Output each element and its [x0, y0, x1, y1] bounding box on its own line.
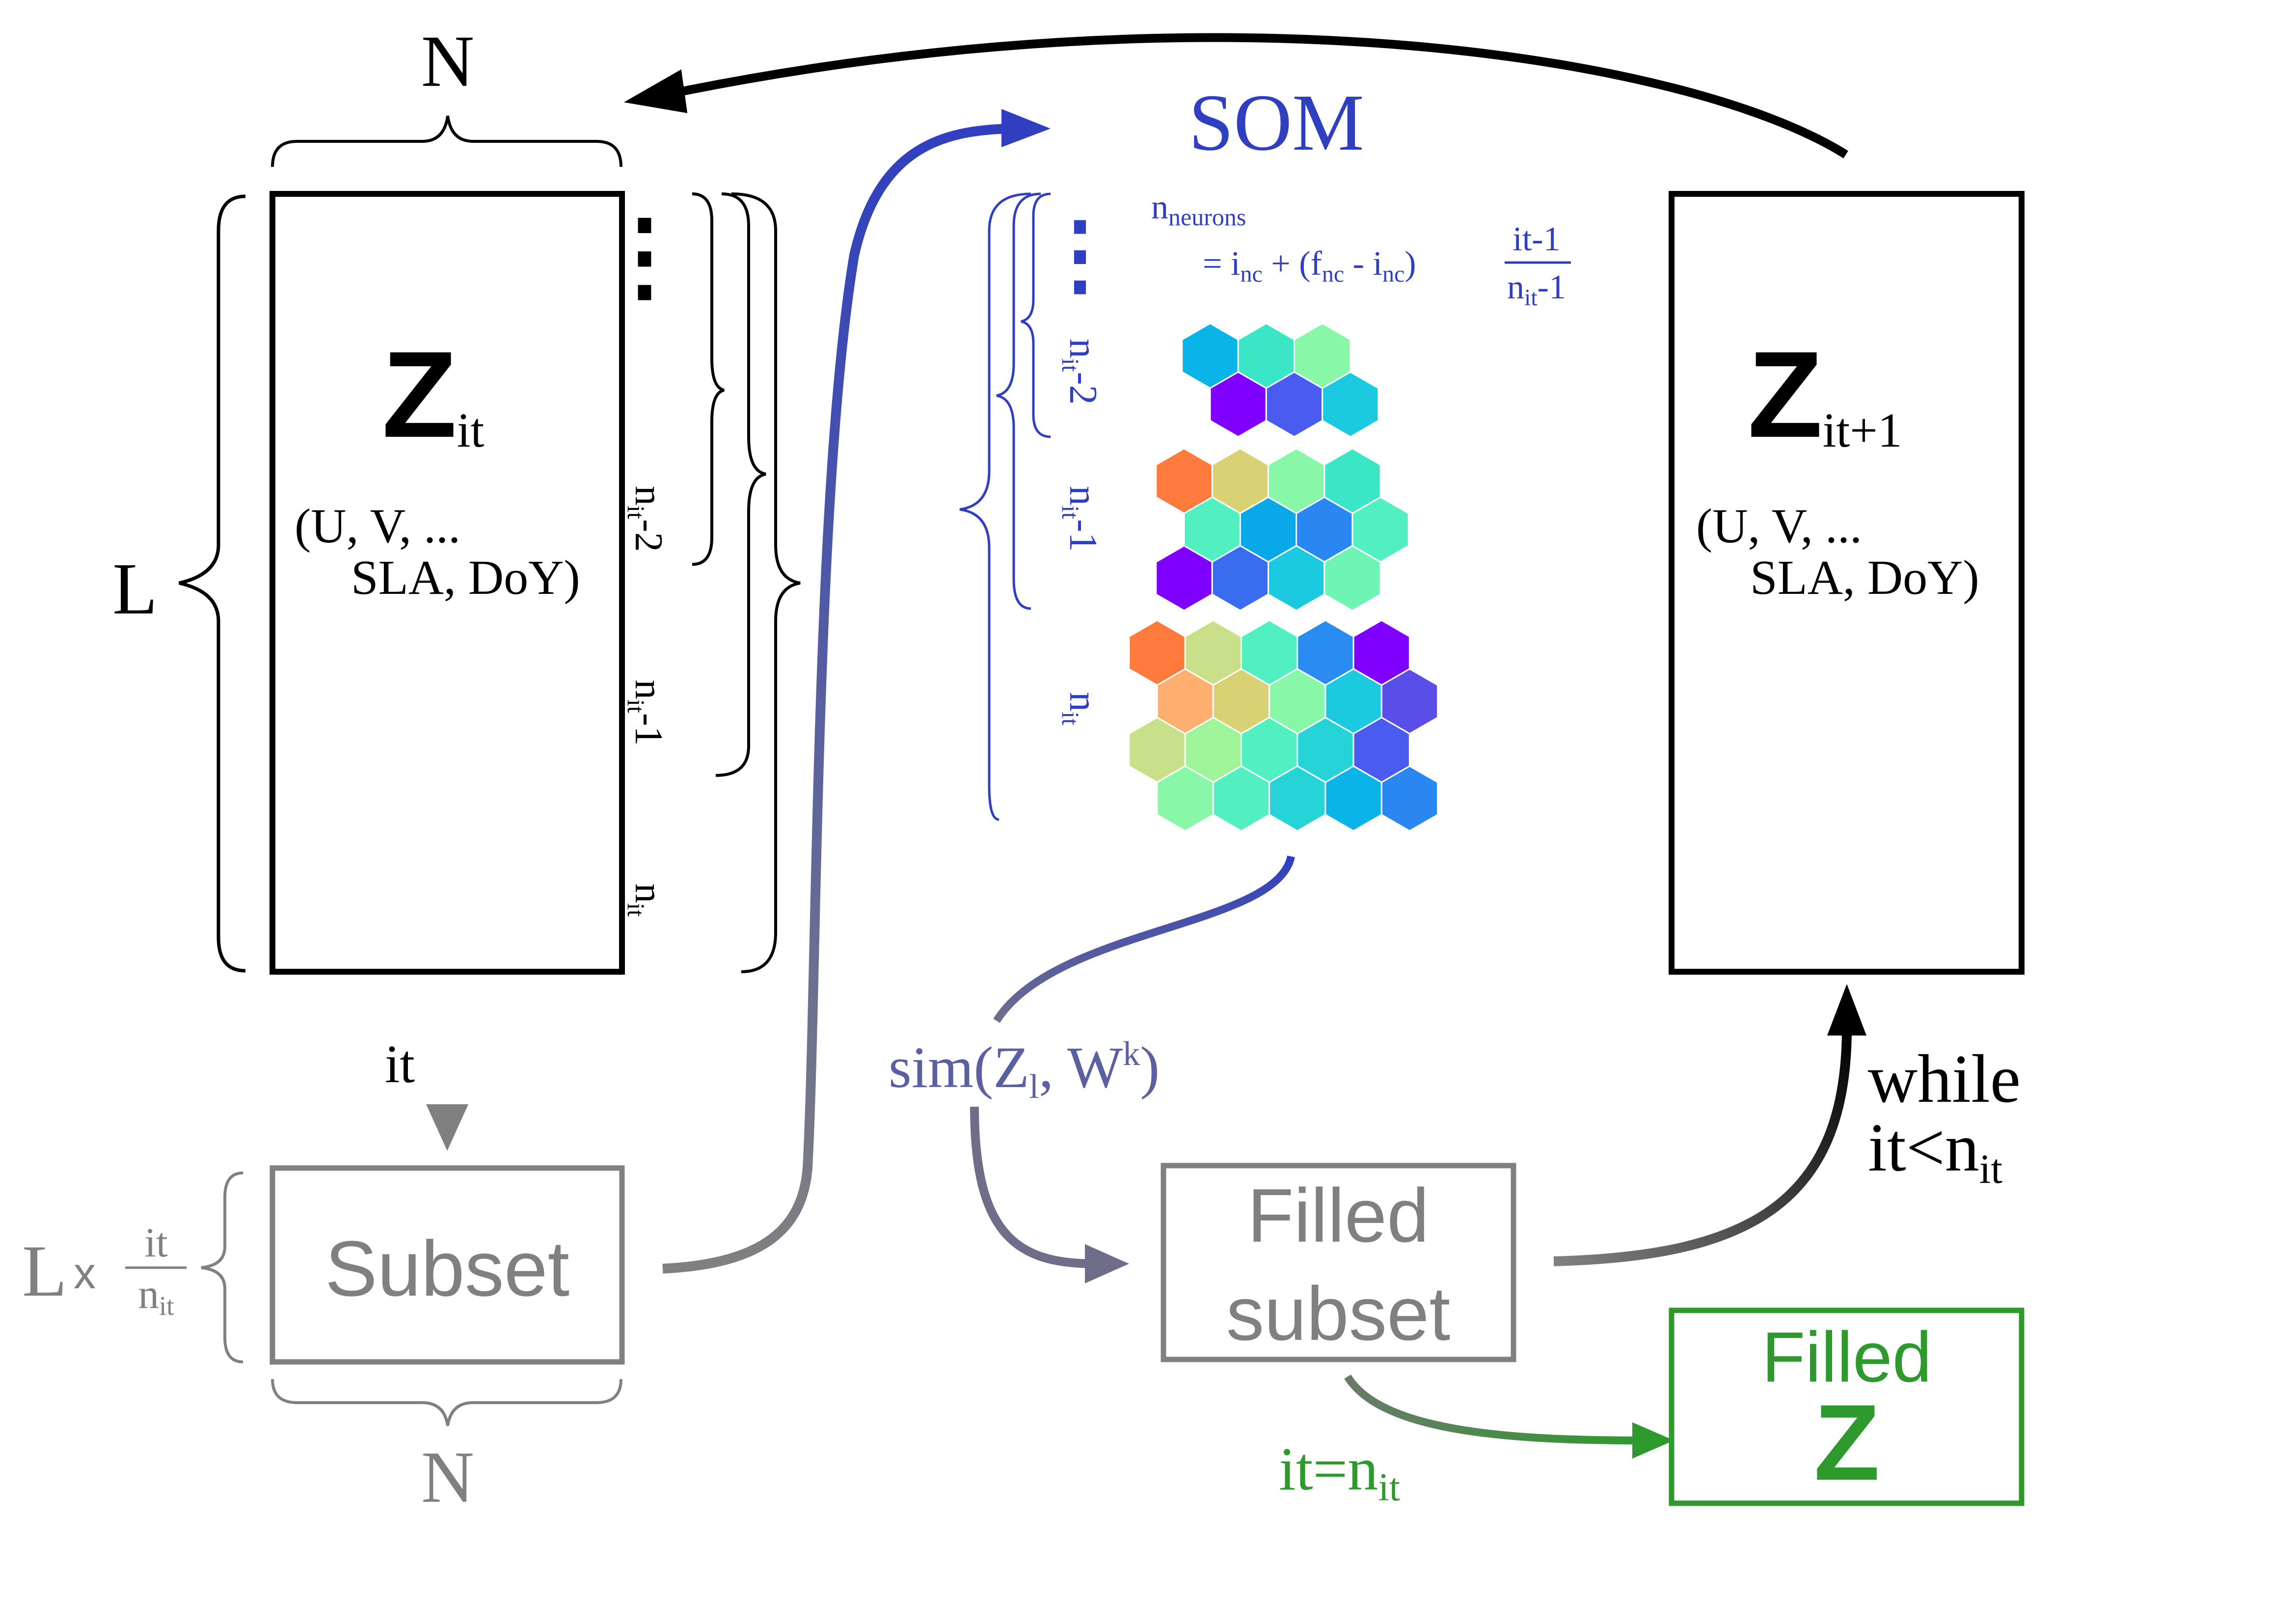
brace-n-it	[731, 192, 801, 973]
height-brace-left	[179, 194, 246, 973]
brace-label-n-it: nit	[622, 883, 670, 917]
som-formula-rhs: = inc + (fnc - inc)	[1203, 245, 1416, 287]
arrow-while-loop: while it<nit	[1553, 984, 2021, 1266]
filled-z-box	[1669, 1307, 2025, 1506]
filled-subset: Filled subset	[1161, 1163, 1516, 1362]
filled-subset-line2: subset	[1226, 1271, 1451, 1356]
som-vertical-dots: ⋮	[1036, 206, 1124, 304]
z-it-letter: Z	[382, 326, 457, 463]
subset-box	[270, 1165, 625, 1365]
subset-frac-num: it	[144, 1220, 168, 1266]
filled-z-line1: Filled	[1762, 1317, 1932, 1397]
filled-subset-box	[1161, 1163, 1516, 1362]
subset-label: Subset	[325, 1224, 569, 1312]
som-neuron	[1380, 765, 1439, 832]
som-formula-frac-num: it-1	[1513, 220, 1560, 258]
matrix-z-it-plus-1-box	[1669, 191, 2025, 975]
width-brace-top	[271, 115, 622, 167]
z-it-plus-1-letter: Z	[1748, 326, 1823, 463]
arrow-loop-back	[623, 33, 1848, 159]
z-it-title: Zit	[382, 326, 485, 463]
arrow-to-subset-label: it	[385, 1034, 415, 1094]
som-brace-label-n-it-minus-2: nit-2	[1057, 339, 1105, 404]
som-grid-large	[1128, 619, 1439, 832]
height-label-l: L	[112, 548, 158, 630]
brace-n-it-minus-2	[692, 192, 725, 566]
subset-width-label: N	[421, 1437, 474, 1518]
arrow-to-subset: it	[385, 991, 468, 1151]
z-it-subscript: it	[457, 403, 485, 457]
width-label-n: N	[421, 21, 474, 102]
sim-label: sim(Zl, Wk)	[889, 1035, 1160, 1106]
subset-width-brace	[271, 1379, 622, 1426]
arrow-subset-to-som	[662, 109, 1051, 1274]
while-label-line1: while	[1868, 1041, 2021, 1117]
filled-z: Filled Z	[1669, 1307, 2025, 1506]
z-it-plus-1-vars-line2: SLA, DoY)	[1750, 550, 1979, 605]
som: SOM nneurons = inc + (fnc - inc) it-1 ni…	[959, 78, 1571, 832]
while-label-line2: it<nit	[1868, 1110, 2002, 1192]
som-title: SOM	[1189, 78, 1364, 167]
som-neuron	[1322, 371, 1379, 438]
z-it-vars-line2: SLA, DoY)	[351, 550, 580, 605]
subset-height-brace	[201, 1171, 243, 1363]
som-brace-n-it-minus-1	[996, 192, 1041, 610]
filled-z-line2: Z	[1814, 1382, 1880, 1503]
som-brace-label-n-it-minus-1: nit-1	[1057, 486, 1105, 552]
brace-label-n-it-minus-2: nit-2	[622, 486, 670, 552]
end-label: it=nit	[1279, 1436, 1400, 1509]
subset: Subset N L x it nit	[22, 1165, 625, 1518]
som-grid-small	[1181, 322, 1379, 438]
z-it-vertical-dots: ⋮	[595, 203, 694, 311]
matrix-z-it-plus-1: Zit+1 (U, V, ... SLA, DoY)	[1669, 191, 2025, 975]
som-brace-n-it	[959, 192, 1031, 821]
matrix-z-it: N L Zit (U, V, ... SLA, DoY) ⋮ nit-2 nit…	[112, 21, 801, 975]
som-formula-frac-den: nit-1	[1507, 268, 1566, 311]
z-it-plus-1-vars-line1: (U, V, ...	[1696, 499, 1862, 553]
arrow-end: it=nit	[1279, 1374, 1674, 1509]
brace-label-n-it-minus-1: nit-1	[622, 680, 670, 745]
filled-subset-line1: Filled	[1247, 1173, 1429, 1258]
som-brace-label-n-it: nit	[1057, 692, 1105, 725]
z-it-plus-1-title: Zit+1	[1748, 326, 1902, 463]
subset-times: x	[74, 1249, 96, 1298]
brace-n-it-minus-1	[715, 192, 766, 777]
subset-frac-den: nit	[138, 1271, 174, 1321]
matrix-z-it-box	[270, 191, 625, 975]
z-it-plus-1-subscript: it+1	[1823, 403, 1902, 457]
som-grid-medium	[1155, 448, 1409, 612]
arrow-som-to-filled-subset: sim(Zl, Wk)	[889, 855, 1295, 1283]
som-formula-lhs: nneurons	[1151, 188, 1246, 231]
z-it-vars-line1: (U, V, ...	[295, 499, 460, 553]
subset-height-prefix: L	[22, 1230, 67, 1312]
som-brace-n-it-minus-2	[1021, 192, 1051, 438]
som-neuron	[1324, 545, 1381, 612]
